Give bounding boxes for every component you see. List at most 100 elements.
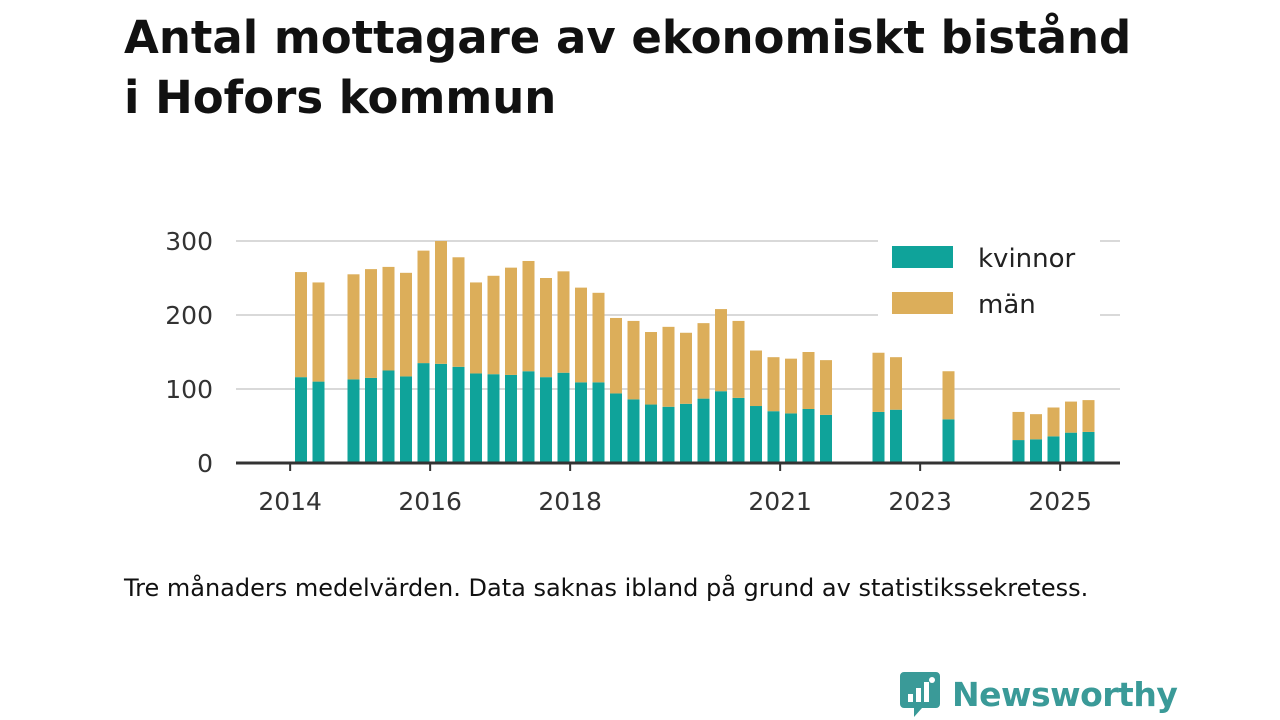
bars xyxy=(295,241,1095,463)
x-tick-label: 2023 xyxy=(888,487,952,516)
bar-kvinnor xyxy=(732,397,745,463)
bar-kvinnor xyxy=(312,381,325,463)
x-tick-label: 2018 xyxy=(538,487,602,516)
bar-kvinnor xyxy=(1065,432,1077,463)
y-tick-label: 100 xyxy=(165,375,213,404)
bar-man xyxy=(295,272,307,378)
bar-kvinnor xyxy=(365,377,377,463)
bar-kvinnor xyxy=(540,377,552,463)
axes: 0 100 200 300 2014 2016 2018 2021 2023 2025 xyxy=(165,227,1120,516)
chart-title-line-2: i Hofors kommun xyxy=(124,71,557,124)
bar-man xyxy=(470,282,482,374)
bar-kvinnor xyxy=(662,406,675,463)
bar-kvinnor xyxy=(400,376,412,463)
x-tick-label: 2021 xyxy=(748,487,812,516)
bar-man xyxy=(820,360,832,415)
bar-man xyxy=(697,323,710,399)
bar-man xyxy=(435,241,447,364)
bar-man xyxy=(942,371,955,420)
bar-kvinnor xyxy=(417,363,430,463)
bar-man xyxy=(487,275,500,375)
legend-swatch xyxy=(892,292,953,314)
bar-kvinnor xyxy=(890,409,902,463)
bar-kvinnor xyxy=(470,373,482,463)
bar-kvinnor xyxy=(435,363,447,463)
bar-man xyxy=(522,260,535,372)
bar-man xyxy=(662,326,675,407)
bar-kvinnor xyxy=(767,411,780,463)
bar-kvinnor xyxy=(505,374,517,463)
bar-man xyxy=(627,320,640,400)
bar-man xyxy=(505,267,517,375)
bar-man xyxy=(557,271,570,373)
bar-man xyxy=(872,352,885,412)
bar-man xyxy=(1012,411,1025,441)
newsworthy-logo-icon xyxy=(900,672,940,717)
bar-kvinnor xyxy=(522,371,535,463)
legend-label: män xyxy=(978,290,1036,320)
bar-kvinnor xyxy=(785,413,797,463)
bar-man xyxy=(347,274,360,380)
bar-man xyxy=(767,357,780,412)
bar-kvinnor xyxy=(715,391,727,463)
bar-kvinnor xyxy=(627,399,640,463)
bar-kvinnor xyxy=(802,408,815,463)
bar-kvinnor xyxy=(382,370,395,463)
bar-man xyxy=(1047,407,1060,437)
bar-kvinnor xyxy=(680,403,692,463)
bar-man xyxy=(1030,414,1042,440)
bar-kvinnor xyxy=(1030,439,1042,463)
bar-kvinnor xyxy=(1082,431,1095,463)
legend-swatch xyxy=(892,246,953,268)
bar-man xyxy=(575,287,587,383)
bar-man xyxy=(680,332,692,404)
bar-kvinnor xyxy=(1047,436,1060,463)
x-tick-label: 2025 xyxy=(1028,487,1092,516)
bar-kvinnor xyxy=(487,374,500,463)
bar-kvinnor xyxy=(575,382,587,463)
bar-man xyxy=(382,266,395,371)
x-tick-label: 2014 xyxy=(258,487,322,516)
stacked-bar-chart: 0 100 200 300 2014 2016 2018 2021 2023 2025 kvinn… xyxy=(165,227,1120,516)
brand-logo[interactable]: Newsworthy xyxy=(900,668,1178,720)
bar-man xyxy=(1082,400,1095,432)
legend-label: kvinnor xyxy=(978,244,1076,274)
legend: kvinnor män xyxy=(878,236,1100,320)
bar-man xyxy=(417,250,430,364)
bar-man xyxy=(1065,401,1077,433)
bar-man xyxy=(312,282,325,382)
bar-man xyxy=(540,278,552,378)
bar-man xyxy=(750,350,762,407)
bar-kvinnor xyxy=(452,366,465,463)
brand-name: Newsworthy xyxy=(952,674,1178,714)
bar-kvinnor xyxy=(557,372,570,463)
bar-man xyxy=(802,352,815,409)
bar-man xyxy=(365,269,377,378)
bar-kvinnor xyxy=(697,398,710,463)
bar-kvinnor xyxy=(872,411,885,463)
bar-man xyxy=(610,317,622,394)
chart-title-line-1: Antal mottagare av ekonomiskt bistånd xyxy=(124,11,1132,64)
bar-man xyxy=(715,309,727,392)
bar-man xyxy=(732,320,745,398)
bar-man xyxy=(890,357,902,410)
bar-man xyxy=(785,358,797,414)
footnote: Tre månaders medelvärden. Data saknas ib… xyxy=(124,574,1089,602)
bar-kvinnor xyxy=(610,393,622,463)
bar-kvinnor xyxy=(295,377,307,463)
bar-man xyxy=(452,257,465,367)
bar-kvinnor xyxy=(750,406,762,463)
bar-kvinnor xyxy=(942,419,955,463)
chart-title: Antal mottagare av ekonomiskt bistånd i … xyxy=(124,8,1204,128)
bar-kvinnor xyxy=(820,414,832,463)
bar-kvinnor xyxy=(1012,440,1025,463)
y-tick-label: 200 xyxy=(165,301,213,330)
bar-kvinnor xyxy=(645,404,657,463)
bar-kvinnor xyxy=(592,382,605,463)
y-tick-label: 300 xyxy=(165,227,213,256)
x-tick-label: 2016 xyxy=(398,487,462,516)
y-tick-label: 0 xyxy=(197,449,213,478)
bar-man xyxy=(645,332,657,405)
bar-kvinnor xyxy=(347,379,360,463)
bar-man xyxy=(400,272,412,377)
